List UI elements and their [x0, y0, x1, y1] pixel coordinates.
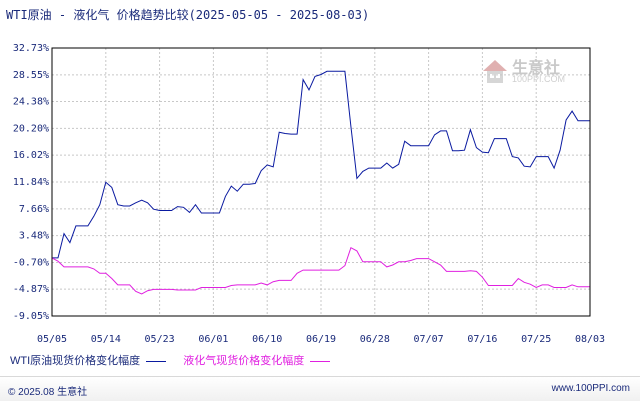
grid	[52, 48, 590, 316]
legend-item-wti: WTI原油现货价格变化幅度	[10, 352, 167, 368]
y-tick-label: -9.05%	[13, 311, 49, 322]
x-tick-label: 05/14	[91, 334, 121, 345]
series-lines	[51, 70, 590, 295]
footer: © 2025.08 生意社 www.100PPI.com	[0, 376, 640, 401]
x-tick-label: 06/19	[306, 334, 336, 345]
x-tick-label: 07/07	[414, 334, 444, 345]
footer-copyright: © 2025.08 生意社	[8, 387, 88, 398]
y-tick-label: 24.38%	[13, 97, 49, 108]
chart-title: WTI原油 - 液化气 价格趋势比较(2025-05-05 - 2025-08-…	[6, 8, 370, 22]
house-icon	[483, 60, 507, 83]
y-tick-label: 3.48%	[19, 231, 49, 242]
y-tick-label: 20.20%	[13, 123, 49, 134]
legend-item-lpg: 液化气现货价格变化幅度	[183, 352, 331, 368]
footer-url[interactable]: www.100PPI.com	[551, 383, 630, 394]
legend-swatch-lpg	[310, 360, 331, 362]
series-line-wti	[52, 70, 590, 259]
legend-swatch-wti	[146, 360, 167, 362]
x-tick-label: 06/01	[198, 334, 228, 345]
y-tick-label: 28.55%	[13, 70, 49, 81]
y-tick-label: 11.84%	[13, 177, 49, 188]
x-tick-label: 06/10	[252, 334, 282, 345]
watermark-brand: 生意社	[512, 58, 561, 77]
x-tick-label: 07/25	[521, 334, 551, 345]
legend-label-wti: WTI原油现货价格变化幅度	[10, 355, 141, 367]
x-tick-label: 07/16	[467, 334, 497, 345]
x-tick-label: 06/28	[360, 334, 390, 345]
y-tick-label: 7.66%	[19, 204, 49, 215]
line-chart: 32.73% 28.55% 24.38% 20.20% 16.02% 11.84% 7.66…	[13, 43, 605, 345]
y-tick-label: 16.02%	[13, 150, 49, 161]
x-tick-label: 08/03	[575, 334, 605, 345]
watermark: 生意社 100PPI.COM	[482, 52, 592, 92]
y-tick-label: -4.87%	[13, 284, 49, 295]
legend: WTI原油现货价格变化幅度 液化气现货价格变化幅度	[10, 352, 344, 368]
y-tick-label: -0.70%	[13, 257, 49, 268]
watermark-url: 100PPI.COM	[512, 74, 566, 84]
plot-frame	[51, 47, 591, 317]
series-line-lpg	[51, 246, 590, 295]
y-tick-label: 32.73%	[13, 43, 49, 54]
x-tick-label: 05/23	[145, 334, 175, 345]
x-tick-label: 05/05	[37, 334, 67, 345]
x-axis-ticks: 05/05 05/14 05/23 06/01 06/10 06/19 06/28 07/07…	[37, 334, 605, 345]
y-axis-ticks: 32.73% 28.55% 24.38% 20.20% 16.02% 11.84% 7.66…	[13, 43, 49, 322]
legend-label-lpg: 液化气现货价格变化幅度	[183, 355, 305, 367]
